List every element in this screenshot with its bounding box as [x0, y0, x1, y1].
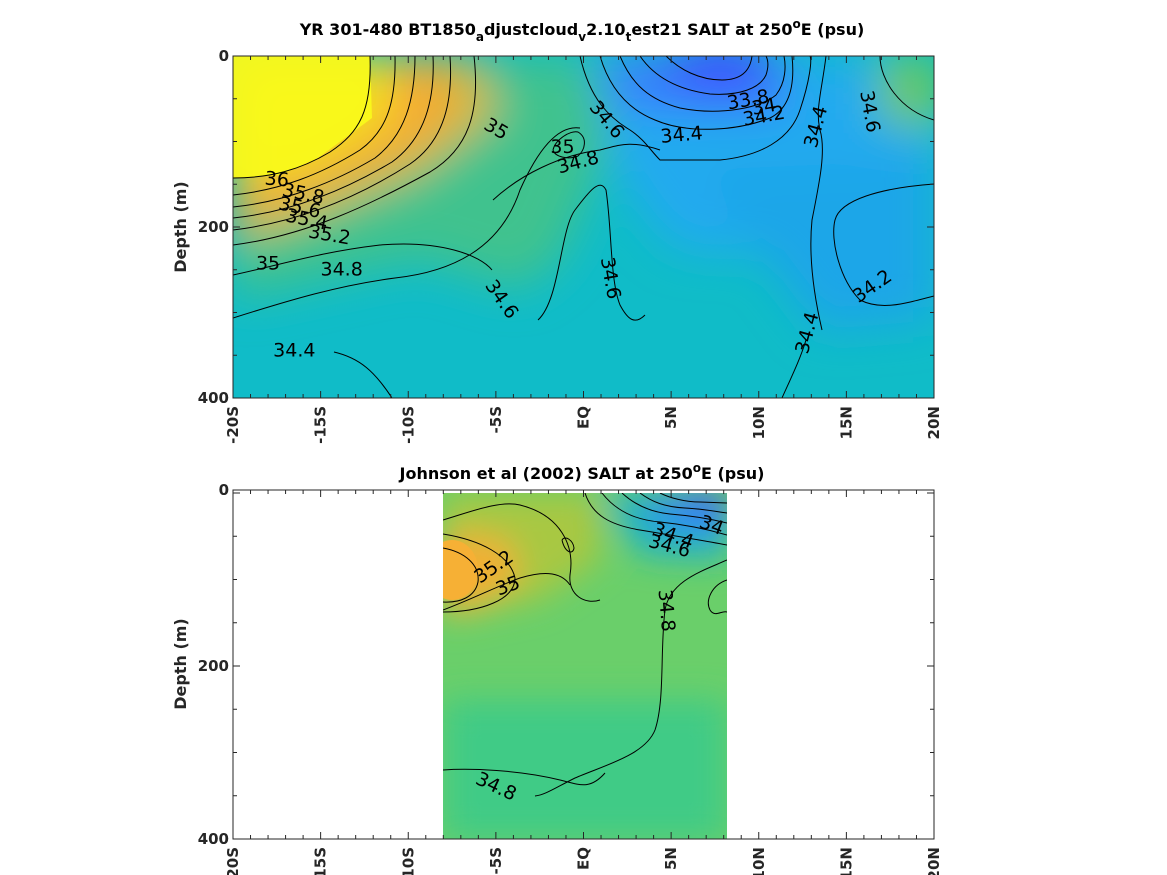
contour-label: 35 [550, 136, 574, 158]
x-tick-label: EQ [575, 406, 593, 429]
contour-label: 34 [750, 94, 778, 120]
x-tick-label: 10N [750, 406, 768, 439]
contour-label: 35 [256, 252, 280, 274]
x-tick-label: EQ [575, 847, 593, 870]
x-tick-label: 20N [925, 406, 943, 439]
x-tick-label: 5N [662, 406, 680, 429]
y-tick-label: 400 [198, 830, 229, 848]
observed-salinity-field [443, 493, 727, 839]
y-tick-label: 200 [198, 218, 229, 236]
x-tick-label: 5N [662, 847, 680, 870]
model-axis-ticks: -20S -15S -10S -5S EQ 5N 10N 15N 20N 0 200 400 [198, 47, 943, 444]
x-tick-label: 20N [925, 847, 943, 875]
contour-label: 36 [264, 167, 290, 191]
x-tick-label: -15S [312, 406, 330, 444]
x-tick-label: 10N [750, 847, 768, 875]
x-tick-label: 15N [837, 406, 855, 439]
x-tick-label: -20S [224, 406, 242, 444]
model-salinity-field [233, 56, 934, 398]
x-tick-label: -20S [224, 847, 242, 875]
observed-panel-title: Johnson et al (2002) SALT at 250oE (psu) [399, 461, 765, 483]
observed-y-axis-label: Depth (m) [171, 618, 190, 710]
x-tick-label: -10S [399, 847, 417, 875]
y-tick-label: 0 [219, 47, 229, 65]
y-tick-label: 400 [198, 389, 229, 407]
model-y-axis-label: Depth (m) [171, 181, 190, 273]
observed-salinity-panel: Johnson et al (2002) SALT at 250oE (psu) [171, 461, 943, 875]
y-tick-label: 0 [219, 481, 229, 499]
contour-label: 34.8 [320, 258, 362, 280]
model-contour-lines [233, 56, 934, 398]
x-tick-label: -15S [312, 847, 330, 875]
x-tick-label: -10S [399, 406, 417, 444]
x-tick-label: 15N [837, 847, 855, 875]
model-salinity-panel: YR 301-480 BT1850adjustcloudv2.10test21 … [171, 17, 943, 444]
y-tick-label: 200 [198, 657, 229, 675]
contour-label: 34.4 [660, 122, 704, 148]
contour-label: 34.8 [654, 589, 680, 633]
model-panel-title: YR 301-480 BT1850adjustcloudv2.10test21 … [299, 17, 865, 44]
x-tick-label: -5S [487, 406, 505, 433]
contour-label: 34.4 [273, 339, 315, 361]
observed-contour-lines [443, 493, 727, 797]
observed-axis-ticks: -20S -15S -10S -5S EQ 5N 10N 15N 20N 0 200 400 [198, 481, 943, 875]
x-tick-label: -5S [487, 847, 505, 874]
